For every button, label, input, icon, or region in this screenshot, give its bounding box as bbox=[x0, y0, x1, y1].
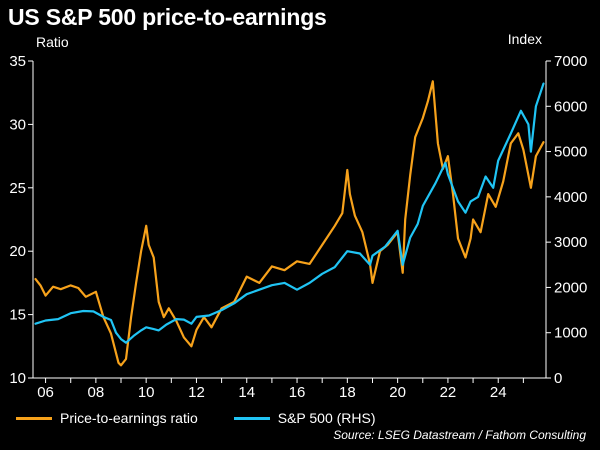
x-tick-label: 14 bbox=[238, 384, 255, 401]
right-tick-label: 4000 bbox=[554, 189, 587, 206]
left-tick-label: 20 bbox=[9, 243, 26, 260]
right-axis-label: Index bbox=[507, 31, 542, 47]
x-tick-label: 22 bbox=[440, 384, 457, 401]
right-tick-label: 7000 bbox=[554, 53, 587, 70]
left-tick-label: 35 bbox=[9, 53, 26, 70]
x-tick-label: 06 bbox=[37, 384, 54, 401]
left-tick-label: 30 bbox=[9, 116, 26, 133]
left-axis-label: Ratio bbox=[36, 34, 69, 50]
right-tick-label: 1000 bbox=[554, 325, 587, 342]
left-tick-label: 25 bbox=[9, 180, 26, 197]
pe-ratio-line bbox=[34, 80, 545, 367]
right-tick-label: 6000 bbox=[554, 98, 587, 115]
source-note: Source: LSEG Datastream / Fathom Consult… bbox=[333, 428, 586, 442]
right-tick-label: 3000 bbox=[554, 234, 587, 251]
x-tick-label: 16 bbox=[289, 384, 306, 401]
x-tick-label: 24 bbox=[490, 384, 507, 401]
x-tick-label: 12 bbox=[188, 384, 205, 401]
right-tick-label: 5000 bbox=[554, 144, 587, 161]
x-tick-label: 18 bbox=[339, 384, 356, 401]
x-tick-label: 10 bbox=[138, 384, 155, 401]
left-tick-label: 15 bbox=[9, 307, 26, 324]
legend: Price-to-earnings ratio S&P 500 (RHS) bbox=[16, 410, 412, 426]
legend-swatch-pe bbox=[16, 416, 52, 420]
sp500-line bbox=[34, 82, 545, 344]
right-tick-label: 0 bbox=[554, 370, 562, 387]
legend-item-sp: S&P 500 (RHS) bbox=[233, 410, 376, 426]
legend-label-pe: Price-to-earnings ratio bbox=[60, 410, 198, 426]
legend-item-pe: Price-to-earnings ratio bbox=[16, 410, 198, 426]
right-tick-label: 2000 bbox=[554, 279, 587, 296]
chart-title: US S&P 500 price-to-earnings bbox=[8, 4, 327, 30]
legend-label-sp: S&P 500 (RHS) bbox=[277, 410, 376, 426]
legend-swatch-sp bbox=[233, 416, 270, 420]
x-tick-label: 20 bbox=[389, 384, 406, 401]
left-tick-label: 10 bbox=[9, 370, 26, 387]
x-tick-label: 08 bbox=[88, 384, 105, 401]
